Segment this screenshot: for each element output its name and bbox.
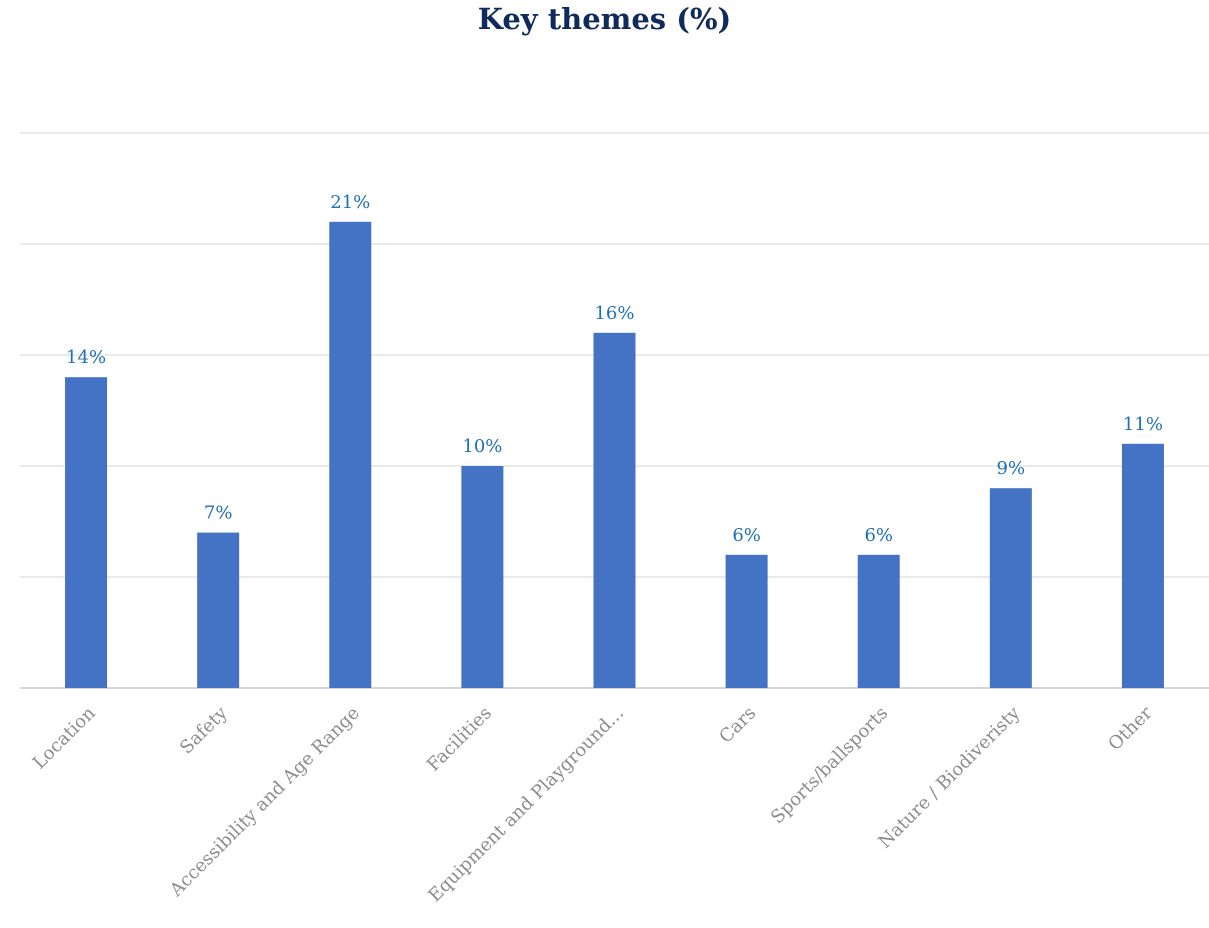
bar — [857, 554, 900, 688]
bar — [725, 554, 768, 688]
chart-title: Key themes (%) — [477, 2, 732, 36]
bar — [989, 488, 1032, 688]
x-tick-label: Nature / Biodiveristy — [874, 702, 1024, 852]
data-label: 6% — [864, 525, 893, 546]
x-tick-label: Safety — [176, 702, 232, 758]
data-label: 10% — [462, 436, 502, 457]
data-labels: 14% 7% 21% 10% 16% 6% 6% 9% 11% — [66, 192, 1163, 546]
x-tick-label: Location — [29, 702, 100, 773]
data-label: 11% — [1123, 414, 1163, 435]
bar — [329, 221, 372, 689]
data-label: 6% — [732, 525, 761, 546]
bar — [461, 466, 504, 688]
bar — [593, 332, 636, 688]
x-tick-label: Sports/ballsports — [767, 703, 892, 828]
data-label: 9% — [997, 458, 1026, 479]
bar — [197, 532, 240, 688]
bar — [1121, 443, 1164, 688]
x-tick-label: Cars — [715, 703, 760, 748]
bar — [65, 377, 108, 688]
data-label: 21% — [330, 192, 370, 213]
x-tick-label: Facilities — [423, 703, 496, 776]
data-label: 16% — [594, 303, 634, 324]
data-label: 14% — [66, 347, 106, 368]
data-label: 7% — [204, 503, 233, 524]
x-tick-label: Other — [1104, 702, 1156, 754]
bars — [65, 221, 1164, 689]
